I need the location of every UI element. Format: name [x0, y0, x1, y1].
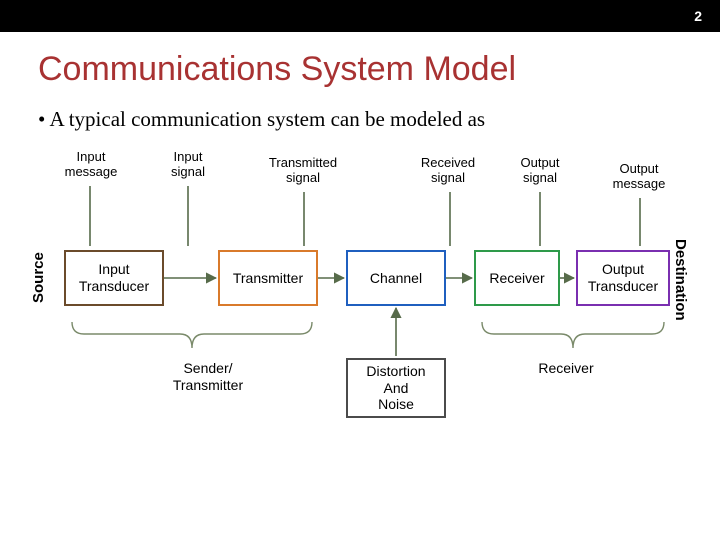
block-input-transducer: InputTransducer: [64, 250, 164, 306]
signal-label-transmitted-signal: Transmittedsignal: [258, 156, 348, 186]
brace-brace-receiver: [482, 322, 664, 348]
signal-label-input-signal: Inputsignal: [158, 150, 218, 180]
slide-content: Communications System Model A typical co…: [0, 32, 720, 490]
bullet-text: A typical communication system can be mo…: [38, 107, 692, 132]
group-label-receiver-group: Receiver: [506, 360, 626, 377]
page-number: 2: [694, 8, 702, 24]
page-title: Communications System Model: [38, 50, 692, 89]
diagram: Source Destination Inputmessage Inputsign…: [28, 150, 688, 490]
destination-label: Destination: [672, 220, 689, 340]
block-receiver: Receiver: [474, 250, 560, 306]
connectors-svg: [28, 150, 688, 490]
brace-brace-sender: [72, 322, 312, 348]
topbar: 2: [0, 0, 720, 32]
group-label-sender-transmitter: Sender/Transmitter: [148, 360, 268, 394]
block-channel: Channel: [346, 250, 446, 306]
block-output-transducer: OutputTransducer: [576, 250, 670, 306]
signal-label-output-message: Outputmessage: [604, 162, 674, 192]
signal-label-output-signal: Outputsignal: [510, 156, 570, 186]
block-distortion-noise: DistortionAndNoise: [346, 358, 446, 418]
signal-label-received-signal: Receivedsignal: [408, 156, 488, 186]
signal-label-input-message: Inputmessage: [56, 150, 126, 180]
source-label: Source: [30, 234, 47, 322]
block-transmitter: Transmitter: [218, 250, 318, 306]
